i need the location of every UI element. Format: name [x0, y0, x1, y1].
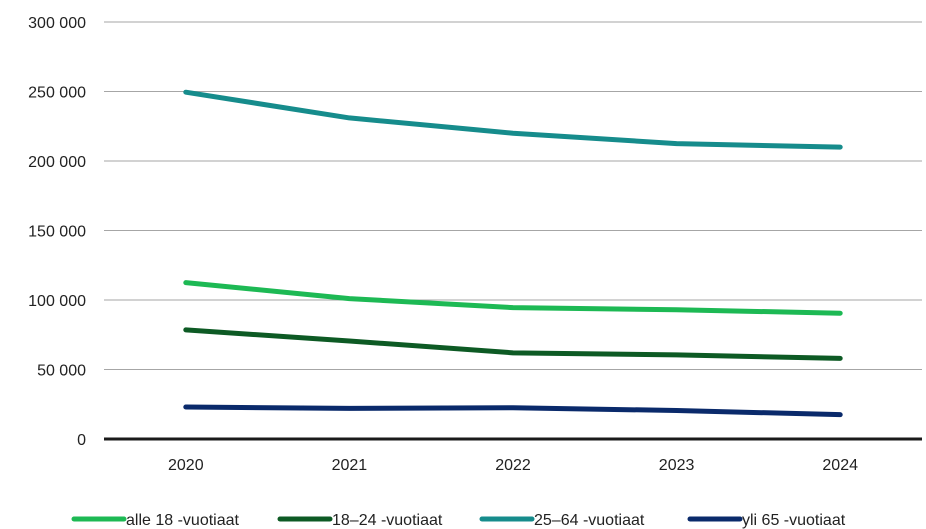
x-tick-label: 2020: [168, 457, 204, 474]
x-axis-tick-labels: 2020 2021 2022 2023 2024: [168, 457, 858, 474]
y-tick-label: 50 000: [37, 363, 86, 380]
legend-label: 25–64 -vuotiaat: [534, 512, 645, 529]
gridlines: [104, 21, 922, 370]
x-tick-label: 2021: [332, 457, 368, 474]
y-tick-label: 150 000: [28, 224, 86, 241]
y-axis-tick-labels: 0 50 000 100 000 150 000 200 000 250 000 300 0…: [28, 15, 86, 449]
y-tick-label: 200 000: [28, 154, 86, 171]
x-tick-label: 2023: [659, 457, 695, 474]
series-lines: [183, 89, 843, 418]
x-tick-label: 2024: [822, 457, 858, 474]
y-tick-label: 300 000: [28, 15, 86, 32]
x-tick-label: 2022: [495, 457, 531, 474]
series-line-1: [183, 327, 843, 361]
legend-label: 18–24 -vuotiaat: [332, 512, 443, 529]
series-line-3: [183, 404, 843, 418]
y-tick-label: 100 000: [28, 293, 86, 310]
legend: alle 18 -vuotiaat 18–24 -vuotiaat 25–64 -v…: [71, 512, 846, 529]
series-line-2: [183, 89, 843, 150]
legend-label: alle 18 -vuotiaat: [126, 512, 240, 529]
legend-label: yli 65 -vuotiaat: [742, 512, 846, 529]
series-line-0: [183, 280, 843, 316]
y-tick-label: 0: [77, 432, 86, 449]
y-tick-label: 250 000: [28, 85, 86, 102]
